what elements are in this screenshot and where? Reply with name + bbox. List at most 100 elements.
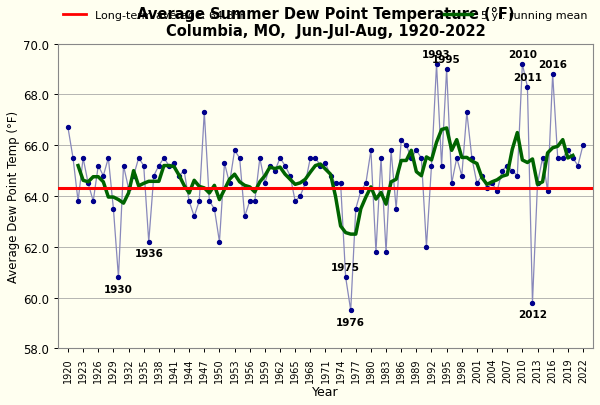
- Point: [139, 163, 149, 169]
- Point: [391, 206, 401, 213]
- Point: [437, 163, 446, 169]
- Point: [326, 173, 335, 179]
- Point: [290, 198, 300, 205]
- Point: [346, 307, 356, 314]
- Text: 2010: 2010: [508, 50, 537, 60]
- Point: [275, 155, 285, 162]
- Point: [497, 168, 507, 175]
- Point: [311, 155, 320, 162]
- Point: [518, 62, 527, 68]
- Point: [512, 173, 522, 179]
- Point: [286, 173, 295, 179]
- Point: [154, 163, 164, 169]
- Point: [381, 249, 391, 256]
- Legend: 5 yr. running mean: 5 yr. running mean: [445, 11, 587, 21]
- Point: [553, 155, 563, 162]
- Point: [371, 249, 381, 256]
- Point: [174, 173, 184, 179]
- Text: 2011: 2011: [513, 72, 542, 83]
- Point: [416, 155, 426, 162]
- Point: [376, 155, 386, 162]
- Point: [109, 206, 118, 213]
- Point: [83, 181, 93, 187]
- Point: [199, 110, 209, 116]
- Point: [548, 72, 557, 78]
- Point: [487, 181, 497, 187]
- Point: [280, 163, 290, 169]
- Point: [104, 155, 113, 162]
- Point: [240, 213, 250, 220]
- Point: [320, 160, 330, 167]
- Point: [260, 181, 269, 187]
- Text: 2016: 2016: [538, 60, 567, 70]
- Text: 2012: 2012: [518, 309, 547, 319]
- Point: [462, 110, 472, 116]
- Point: [250, 198, 260, 205]
- Point: [336, 181, 346, 187]
- Point: [88, 198, 98, 205]
- Point: [427, 163, 436, 169]
- Point: [397, 138, 406, 144]
- Point: [220, 160, 229, 167]
- Point: [295, 193, 305, 200]
- Point: [442, 67, 451, 73]
- Point: [467, 155, 476, 162]
- Text: 1936: 1936: [134, 248, 163, 258]
- Point: [63, 125, 73, 131]
- Point: [245, 198, 254, 205]
- Point: [366, 148, 376, 154]
- Point: [265, 163, 275, 169]
- Point: [149, 173, 158, 179]
- Point: [386, 148, 396, 154]
- Point: [331, 181, 340, 187]
- Point: [482, 186, 492, 192]
- Point: [144, 239, 154, 245]
- Point: [301, 181, 310, 187]
- Point: [361, 181, 371, 187]
- Point: [573, 163, 583, 169]
- Point: [255, 155, 265, 162]
- Point: [68, 155, 78, 162]
- Point: [305, 155, 315, 162]
- Point: [113, 274, 123, 281]
- Point: [169, 160, 179, 167]
- Point: [209, 206, 219, 213]
- Point: [184, 198, 194, 205]
- Point: [225, 181, 235, 187]
- Point: [134, 155, 143, 162]
- Point: [119, 163, 128, 169]
- Point: [316, 163, 325, 169]
- Point: [215, 239, 224, 245]
- Point: [73, 198, 83, 205]
- Point: [578, 143, 588, 149]
- Point: [563, 148, 572, 154]
- Point: [508, 168, 517, 175]
- Point: [401, 143, 411, 149]
- X-axis label: Year: Year: [312, 385, 339, 398]
- Text: 1930: 1930: [104, 284, 133, 294]
- Point: [230, 148, 239, 154]
- Point: [432, 62, 442, 68]
- Title: Average Summer Dew Point Temperature (°F)
Columbia, MO,  Jun-Jul-Aug, 1920-2022: Average Summer Dew Point Temperature (°F…: [137, 7, 514, 39]
- Point: [341, 274, 350, 281]
- Point: [477, 173, 487, 179]
- Point: [94, 163, 103, 169]
- Point: [422, 244, 431, 250]
- Point: [190, 213, 199, 220]
- Text: 1975: 1975: [331, 262, 360, 273]
- Point: [502, 163, 512, 169]
- Point: [356, 188, 365, 195]
- Point: [164, 163, 174, 169]
- Point: [568, 155, 578, 162]
- Text: 1995: 1995: [432, 55, 461, 65]
- Text: 1993: 1993: [422, 50, 451, 60]
- Point: [412, 148, 421, 154]
- Y-axis label: Average Dew Point Temp (°F): Average Dew Point Temp (°F): [7, 111, 20, 282]
- Point: [558, 155, 568, 162]
- Point: [457, 173, 467, 179]
- Point: [527, 300, 537, 306]
- Point: [543, 188, 553, 195]
- Point: [159, 155, 169, 162]
- Point: [235, 155, 244, 162]
- Point: [533, 181, 542, 187]
